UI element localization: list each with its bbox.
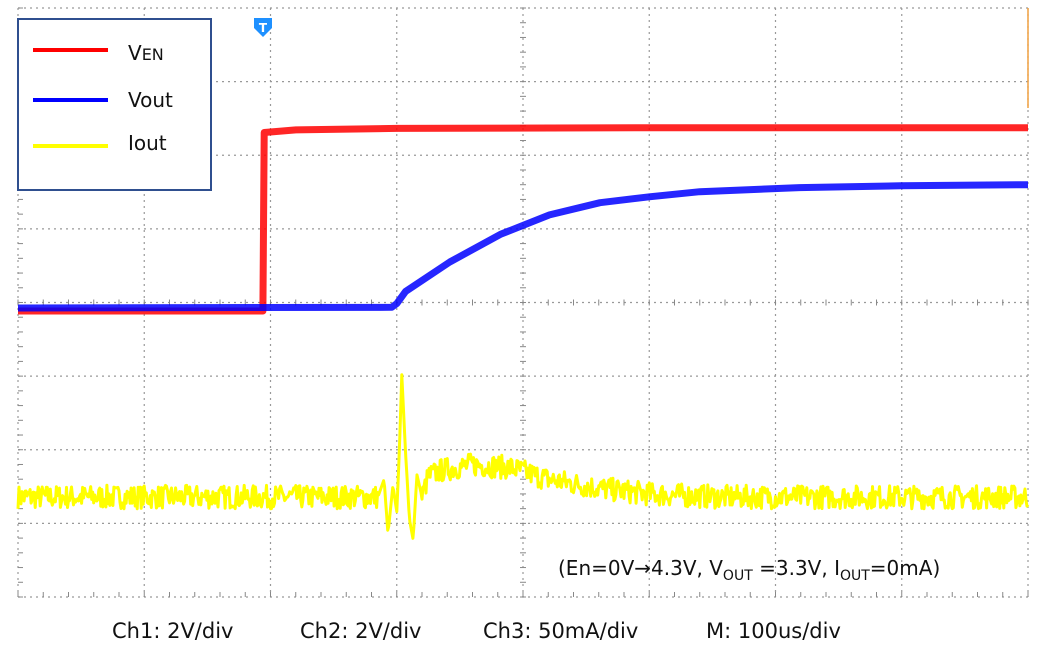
- ch3-scale: Ch3: 50mA/div: [483, 619, 638, 643]
- trigger-icon: [254, 18, 272, 37]
- legend: VEN Vout Iout: [17, 18, 212, 191]
- ch2-scale: Ch2: 2V/div: [300, 619, 421, 643]
- traces: [16, 124, 1030, 540]
- trigger-label: T: [259, 21, 268, 35]
- ch1-scale: Ch1: 2V/div: [112, 619, 233, 643]
- time-scale: M: 100us/div: [706, 619, 841, 643]
- trace-vout: [17, 181, 1029, 312]
- legend-label-iout: Iout: [128, 131, 167, 155]
- legend-label-vout: Vout: [128, 88, 173, 112]
- condition-annotation: (En=0V→4.3V, VOUT =3.3V, IOUT=0mA): [558, 556, 940, 584]
- legend-label-ven: VEN: [128, 41, 164, 65]
- trace-iout: [16, 373, 1030, 540]
- trigger-marker: T: [254, 18, 272, 37]
